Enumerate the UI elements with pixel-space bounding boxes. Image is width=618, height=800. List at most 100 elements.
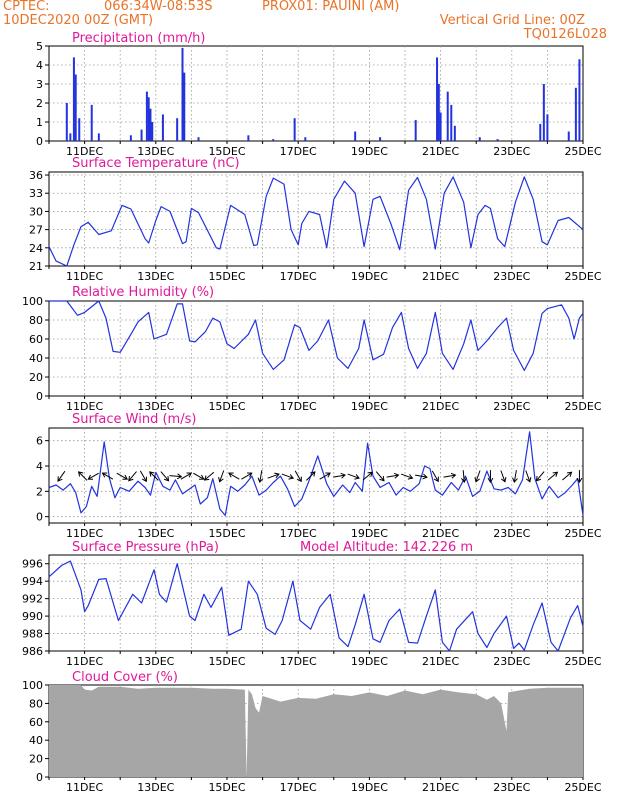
x-tick-label: 25DEC: [564, 781, 601, 794]
y-tick-label: 21: [29, 260, 43, 273]
precip-bar: [181, 47, 184, 141]
wind-arrow: [525, 470, 531, 482]
x-tick-label: 19DEC: [351, 400, 388, 413]
panel-1: 0 1 2 3 4 5 11DEC 13DEC 15DEC 17DEC 19DEC 21DEC 23DE…: [36, 31, 602, 158]
y-tick-label: 40: [29, 734, 43, 747]
precip-bar: [78, 118, 81, 141]
y-tick-label: 4: [36, 460, 43, 473]
precip-bar: [574, 87, 577, 141]
y-tick-label: 60: [29, 333, 43, 346]
wind-arrow: [241, 472, 253, 480]
x-tick-label: 15DEC: [208, 400, 245, 413]
wind-arrow-head: [393, 472, 400, 479]
x-tick-label: 23DEC: [493, 145, 530, 158]
precip-bar: [567, 131, 570, 141]
series-line: [49, 300, 584, 371]
wind-arrow: [160, 471, 169, 482]
precip-bar: [272, 139, 275, 141]
x-tick-label: 21DEC: [422, 145, 459, 158]
wind-arrow-head: [163, 475, 170, 482]
wind-arrow: [347, 473, 360, 479]
x-tick-label: 19DEC: [351, 781, 388, 794]
wind-arrow: [88, 472, 99, 480]
wind-arrow: [443, 474, 456, 478]
wind-arrow: [562, 471, 572, 481]
series-line: [48, 176, 584, 267]
x-tick-label: 13DEC: [137, 270, 174, 283]
precip-bar: [147, 97, 150, 141]
precip-bar: [69, 133, 72, 141]
x-tick-label: 21DEC: [422, 270, 459, 283]
precip-bar: [578, 59, 581, 141]
x-tick-label: 13DEC: [137, 781, 174, 794]
precip-bar: [140, 129, 143, 141]
wind-arrow-head: [149, 471, 155, 477]
wind-arrow-head: [500, 477, 507, 483]
panel-6: 0 20 40 60 80 100 11DEC 13DEC 15DEC 17DEC 19DEC 21D…: [22, 670, 602, 794]
wind-arrow-head: [450, 472, 457, 479]
x-tick-label: 23DEC: [493, 781, 530, 794]
wind-arrow: [294, 470, 302, 482]
y-tick-label: 990: [22, 610, 43, 623]
y-tick-label: 80: [29, 697, 43, 710]
y-tick-label: 3: [36, 78, 43, 91]
wind-arrow-head: [186, 472, 193, 478]
precip-bar: [379, 137, 382, 141]
wind-arrow: [513, 470, 517, 483]
panel-frame: [48, 171, 584, 267]
panel-5: 986 988 990 992 994 996 11DEC 13DEC 15DEC 17DEC 19…: [22, 540, 602, 668]
precip-bar: [176, 118, 179, 141]
wind-arrow-head: [407, 474, 414, 480]
precip-bar: [183, 72, 186, 141]
header: CPTEC: 066:34W-08:53S PROX01: PAUINI (AM…: [0, 0, 618, 44]
wind-arrow: [259, 470, 263, 483]
precip-bar: [161, 114, 164, 141]
x-tick-label: 19DEC: [351, 527, 388, 540]
wind-arrow-head: [296, 476, 302, 483]
x-tick-label: 23DEC: [493, 527, 530, 540]
header-grid-note: Vertical Grid Line: 00Z: [439, 13, 585, 28]
panel-frame: [48, 427, 584, 524]
x-tick-label: 13DEC: [137, 655, 174, 668]
precip-bar: [354, 131, 357, 141]
wind-arrow-head: [228, 472, 234, 478]
y-tick-label: 0: [36, 771, 43, 784]
panel-title: Surface Temperature (nC): [72, 156, 240, 171]
x-tick-label: 17DEC: [280, 270, 317, 283]
y-tick-label: 0: [36, 511, 43, 524]
x-tick-label: 23DEC: [493, 270, 530, 283]
wind-arrow-head: [487, 477, 494, 484]
x-tick-label: 17DEC: [280, 781, 317, 794]
x-tick-label: 23DEC: [493, 400, 530, 413]
x-tick-label: 15DEC: [208, 145, 245, 158]
panel-4: 0 2 4 6 11DEC 13DEC 15DEC 17DEC 19DEC 21DEC 23DEC 2…: [36, 412, 602, 540]
precip-bar: [539, 123, 542, 141]
x-tick-label: 19DEC: [351, 655, 388, 668]
wind-arrow-head: [87, 474, 94, 480]
wind-arrow-head: [257, 477, 264, 483]
precip-bar: [450, 104, 453, 141]
y-tick-label: 27: [29, 224, 43, 237]
panel-title: Cloud Cover (%): [72, 670, 178, 685]
wind-arrow-head: [176, 473, 183, 480]
header-model-code: TQ0126L028: [523, 27, 607, 42]
precip-bar: [74, 74, 77, 141]
wind-arrow: [462, 470, 465, 483]
x-tick-label: 17DEC: [280, 145, 317, 158]
wind-arrow: [102, 472, 114, 480]
precip-bar: [478, 137, 481, 141]
wind-arrow-head: [433, 476, 439, 483]
wind-arrow: [400, 473, 413, 479]
precip-bar: [546, 114, 549, 141]
x-tick-label: 15DEC: [208, 270, 245, 283]
y-tick-label: 992: [22, 593, 43, 606]
wind-arrow: [319, 472, 331, 480]
precip-bar: [197, 137, 200, 141]
precip-bar: [453, 125, 456, 141]
y-tick-label: 4: [36, 59, 43, 72]
wind-arrow-head: [141, 476, 148, 483]
wind-arrow-head: [325, 472, 331, 478]
wind-arrow-head: [288, 474, 295, 480]
wind-arrow: [128, 471, 137, 482]
